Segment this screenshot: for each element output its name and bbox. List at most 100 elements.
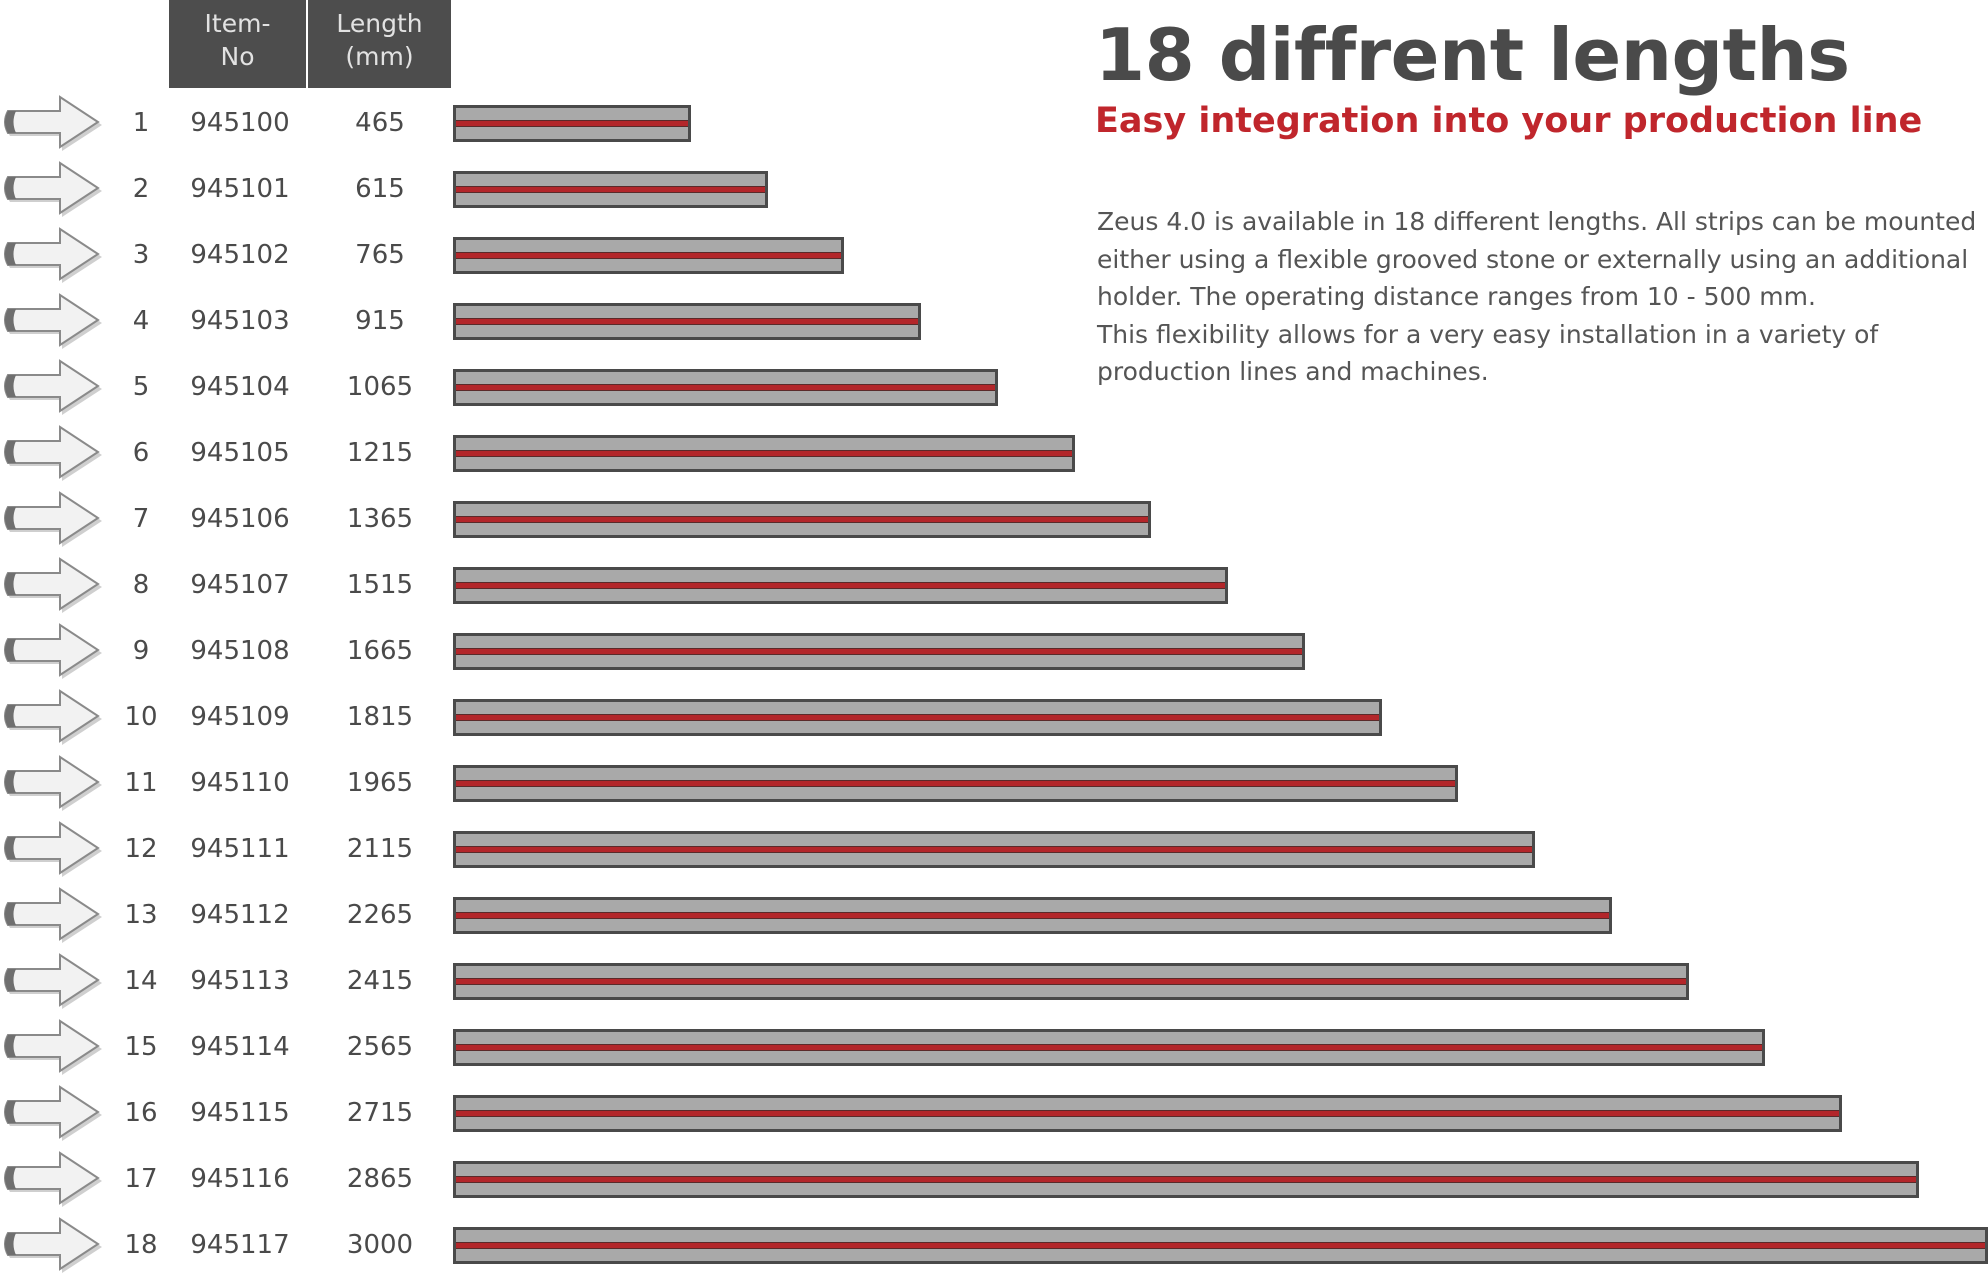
arrow-right-icon: [4, 886, 104, 944]
item-number: 945106: [190, 504, 290, 534]
arrow-right-icon: [4, 424, 104, 482]
item-number: 945101: [190, 174, 290, 204]
bar-stripe: [456, 912, 1609, 919]
row-number: 14: [124, 966, 158, 996]
item-number: 945111: [190, 834, 290, 864]
arrow-right-icon: [4, 1216, 104, 1274]
row-number: 13: [124, 900, 158, 930]
arrow-right-icon: [4, 556, 104, 614]
length-bar: [453, 303, 921, 340]
item-number: 945114: [190, 1032, 290, 1062]
description-line-5: production lines and machines.: [1097, 357, 1489, 386]
arrow-right-icon: [4, 622, 104, 680]
length-bar: [453, 765, 1458, 802]
bar-stripe: [456, 780, 1455, 787]
length-bar: [453, 1029, 1765, 1066]
row-number: 4: [132, 306, 150, 336]
length-bar: [453, 171, 768, 208]
length-label: 1065: [346, 372, 414, 402]
row-number: 16: [124, 1098, 158, 1128]
arrow-right-icon: [4, 226, 104, 284]
length-label: 1965: [346, 768, 414, 798]
row-number: 7: [132, 504, 150, 534]
length-bar: [453, 567, 1228, 604]
page-subtitle: Easy integration into your production li…: [1095, 101, 1923, 141]
item-number: 945115: [190, 1098, 290, 1128]
length-bar: [453, 369, 998, 406]
length-label: 2265: [346, 900, 414, 930]
row-number: 15: [124, 1032, 158, 1062]
length-label: 1365: [346, 504, 414, 534]
item-number: 945102: [190, 240, 290, 270]
length-label: 765: [355, 240, 405, 270]
bar-stripe: [456, 186, 765, 193]
length-header: Length (mm): [308, 0, 451, 88]
row-number: 2: [132, 174, 150, 204]
length-label: 3000: [346, 1230, 414, 1260]
row-number: 8: [132, 570, 150, 600]
item-number: 945105: [190, 438, 290, 468]
row-number: 11: [124, 768, 158, 798]
row-number: 5: [132, 372, 150, 402]
description-line-3: holder. The operating distance ranges fr…: [1097, 282, 1816, 311]
description-line-4: This flexibility allows for a very easy …: [1097, 319, 1879, 349]
bar-stripe: [456, 450, 1072, 457]
length-label: 2715: [346, 1098, 414, 1128]
item-number: 945112: [190, 900, 290, 930]
length-label: 2115: [346, 834, 414, 864]
header-divider: [306, 0, 308, 88]
row-number: 17: [124, 1164, 158, 1194]
length-label: 2565: [346, 1032, 414, 1062]
length-label: 1665: [346, 636, 414, 666]
bar-stripe: [456, 1110, 1839, 1117]
bar-stripe: [456, 978, 1686, 985]
item-number: 945113: [190, 966, 290, 996]
page-title: 18 diffrent lengths: [1095, 13, 1850, 97]
bar-stripe: [456, 648, 1302, 655]
bar-stripe: [456, 252, 841, 259]
arrow-right-icon: [4, 820, 104, 878]
length-label: 915: [355, 306, 405, 336]
arrow-right-icon: [4, 688, 104, 746]
length-bar: [453, 831, 1535, 868]
length-bar: [453, 435, 1075, 472]
length-bar: [453, 1095, 1842, 1132]
row-number: 6: [132, 438, 150, 468]
bar-stripe: [456, 582, 1225, 589]
length-bar: [453, 633, 1305, 670]
arrow-right-icon: [4, 1150, 104, 1208]
length-bar: [453, 1161, 1919, 1198]
item-number: 945116: [190, 1164, 290, 1194]
description-line-1: Zeus 4.0 is available in 18 different le…: [1097, 207, 1977, 236]
length-bar: [453, 699, 1382, 736]
length-label: 2865: [346, 1164, 414, 1194]
arrow-right-icon: [4, 292, 104, 350]
arrow-right-icon: [4, 94, 104, 152]
arrow-right-icon: [4, 952, 104, 1010]
item-number: 945108: [190, 636, 290, 666]
length-label: 615: [355, 174, 405, 204]
bar-stripe: [456, 318, 918, 325]
description: Zeus 4.0 is available in 18 different le…: [1097, 203, 1987, 391]
item-number: 945104: [190, 372, 290, 402]
item-no-header-line2: No: [220, 42, 255, 71]
bar-stripe: [456, 384, 995, 391]
item-number: 945100: [190, 108, 290, 138]
arrow-right-icon: [4, 358, 104, 416]
item-number: 945103: [190, 306, 290, 336]
length-label: 1515: [346, 570, 414, 600]
bar-stripe: [456, 846, 1532, 853]
row-number: 12: [124, 834, 158, 864]
arrow-right-icon: [4, 1018, 104, 1076]
arrow-right-icon: [4, 754, 104, 812]
arrow-right-icon: [4, 490, 104, 548]
item-number: 945109: [190, 702, 290, 732]
row-number: 9: [132, 636, 150, 666]
row-number: 1: [132, 108, 150, 138]
item-number: 945117: [190, 1230, 290, 1260]
bar-stripe: [456, 120, 688, 127]
length-label: 1215: [346, 438, 414, 468]
bar-stripe: [456, 1044, 1762, 1051]
item-no-header-line1: Item-: [204, 9, 271, 38]
